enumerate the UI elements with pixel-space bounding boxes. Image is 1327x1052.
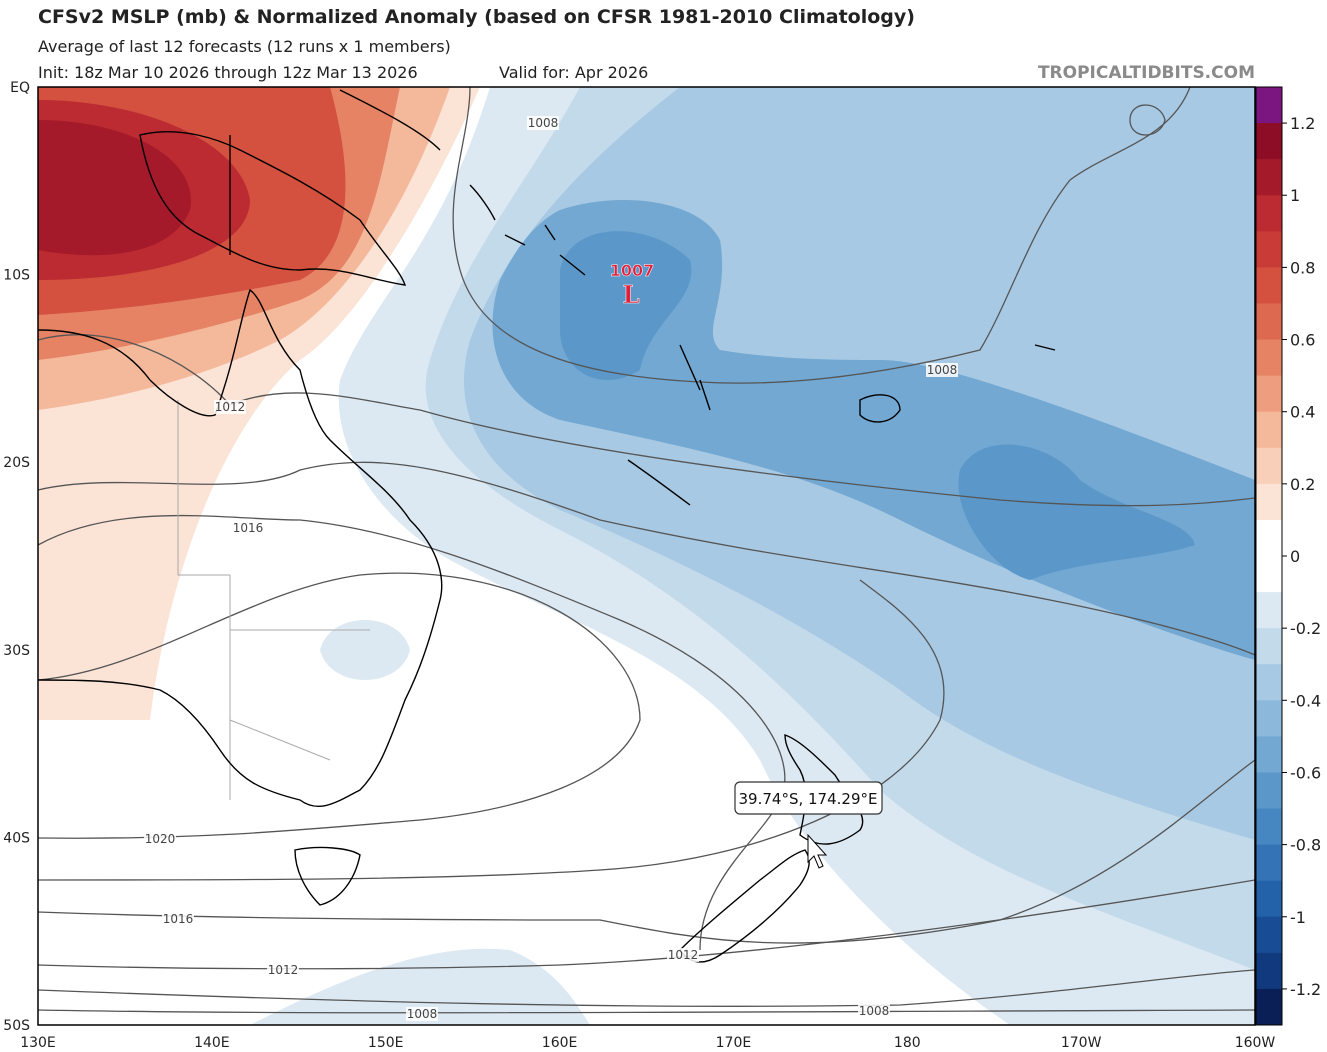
- colorbar-band: [1256, 916, 1282, 954]
- contour-label: 1008: [927, 363, 958, 377]
- colorbar-band: [1256, 772, 1282, 810]
- colorbar-label: 0.4: [1290, 403, 1315, 422]
- colorbar-band: [1256, 447, 1282, 485]
- colorbar-band: [1256, 628, 1282, 665]
- map-frame: [37, 86, 1256, 1026]
- colorbar-label: -0.4: [1290, 691, 1321, 710]
- colorbar-label: -1: [1290, 908, 1306, 927]
- latitude-label: 40S: [3, 830, 30, 846]
- colorbar-label: 0.6: [1290, 331, 1315, 350]
- colorbar-band: [1256, 952, 1282, 990]
- colorbar-band: [1256, 880, 1282, 918]
- contour-label-bg: [527, 116, 559, 130]
- colorbar-band: [1256, 411, 1282, 449]
- colorbar-band: [1256, 267, 1282, 304]
- colorbar-label: 0.8: [1290, 258, 1315, 277]
- latitude-label: 10S: [3, 268, 30, 284]
- longitude-label: 180: [894, 1035, 921, 1051]
- longitude-label: 170W: [1061, 1035, 1102, 1051]
- colorbar-label: -0.8: [1290, 836, 1321, 855]
- colorbar-band: [1256, 556, 1282, 593]
- colorbar-band: [1256, 844, 1282, 882]
- colorbar-band: [1256, 195, 1282, 232]
- colorbar-band: [1256, 808, 1282, 846]
- contour-label: 1008: [528, 116, 559, 130]
- valid-time: Valid for: Apr 2026: [499, 63, 648, 82]
- longitude-label: 160E: [542, 1035, 578, 1051]
- contour-label: 1008: [407, 1007, 438, 1021]
- cursor: [807, 833, 828, 869]
- contour-label-bg: [667, 948, 699, 962]
- contour-label-bg: [232, 521, 264, 535]
- contour-label: 1012: [668, 948, 699, 962]
- colorbar-label: 1.2: [1290, 114, 1315, 133]
- colorbar-band: [1256, 87, 1282, 124]
- tooltip-box: [734, 781, 883, 815]
- colorbar-band: [1256, 123, 1282, 160]
- colorbar-band: [1256, 339, 1282, 377]
- contour-label-bg: [267, 963, 299, 977]
- longitude-label: 140E: [194, 1035, 230, 1051]
- title: CFSv2 MSLP (mb) & Normalized Anomaly (ba…: [38, 6, 915, 28]
- colorbar-band: [1256, 375, 1282, 413]
- longitude-label: 160W: [1235, 1035, 1276, 1051]
- contour-label: 1008: [859, 1004, 890, 1018]
- latitude-label: 50S: [3, 1018, 30, 1034]
- init-time: Init: 18z Mar 10 2026 through 12z Mar 13…: [38, 63, 418, 82]
- contour-label: 1016: [163, 912, 194, 926]
- colorbar-band: [1256, 700, 1282, 737]
- colorbar-label: -0.6: [1290, 763, 1321, 782]
- contour-label: 1012: [215, 400, 246, 414]
- colorbar-band: [1256, 231, 1282, 268]
- contour-label-bg: [144, 832, 176, 846]
- colorbar-label: 0: [1290, 547, 1300, 566]
- contour-label-bg: [214, 400, 246, 414]
- colorbar-band: [1256, 988, 1282, 1026]
- colorbar-band: [1256, 519, 1282, 557]
- colorbar-band: [1256, 736, 1282, 773]
- colorbar-band: [1256, 592, 1282, 629]
- contour-label-bg: [858, 1004, 890, 1018]
- tooltip-text: 39.74°S, 174.29°E: [739, 790, 878, 808]
- subtitle: Average of last 12 forecasts (12 runs x …: [38, 37, 451, 56]
- contour-label-bg: [406, 1007, 438, 1021]
- latitude-label: 30S: [3, 643, 30, 659]
- longitude-label: 130E: [20, 1035, 56, 1051]
- colorbar-band: [1256, 483, 1282, 521]
- colorbar-band: [1256, 303, 1282, 341]
- contour-label: 1012: [268, 963, 299, 977]
- contour-label-bg: [926, 363, 958, 377]
- colorbar-label: -1.2: [1290, 980, 1321, 999]
- latitude-label: 20S: [3, 455, 30, 471]
- colorbar-band: [1256, 664, 1282, 701]
- low-pressure-value: 1007: [610, 261, 655, 280]
- contour-label: 1020: [145, 832, 176, 846]
- latitude-label: EQ: [10, 80, 30, 96]
- colorbar-label: 1: [1290, 186, 1300, 205]
- contour-label-bg: [162, 912, 194, 926]
- longitude-label: 150E: [368, 1035, 404, 1051]
- map-area: [38, 87, 1255, 1025]
- colorbar-band: [1256, 159, 1282, 196]
- contour-label: 1016: [233, 521, 264, 535]
- longitude-label: 170E: [716, 1035, 752, 1051]
- colorbar-label: -0.2: [1290, 619, 1321, 638]
- low-pressure-symbol: L: [623, 280, 640, 309]
- colorbar-label: 0.2: [1290, 475, 1315, 494]
- brand: TROPICALTIDBITS.COM: [1038, 63, 1255, 83]
